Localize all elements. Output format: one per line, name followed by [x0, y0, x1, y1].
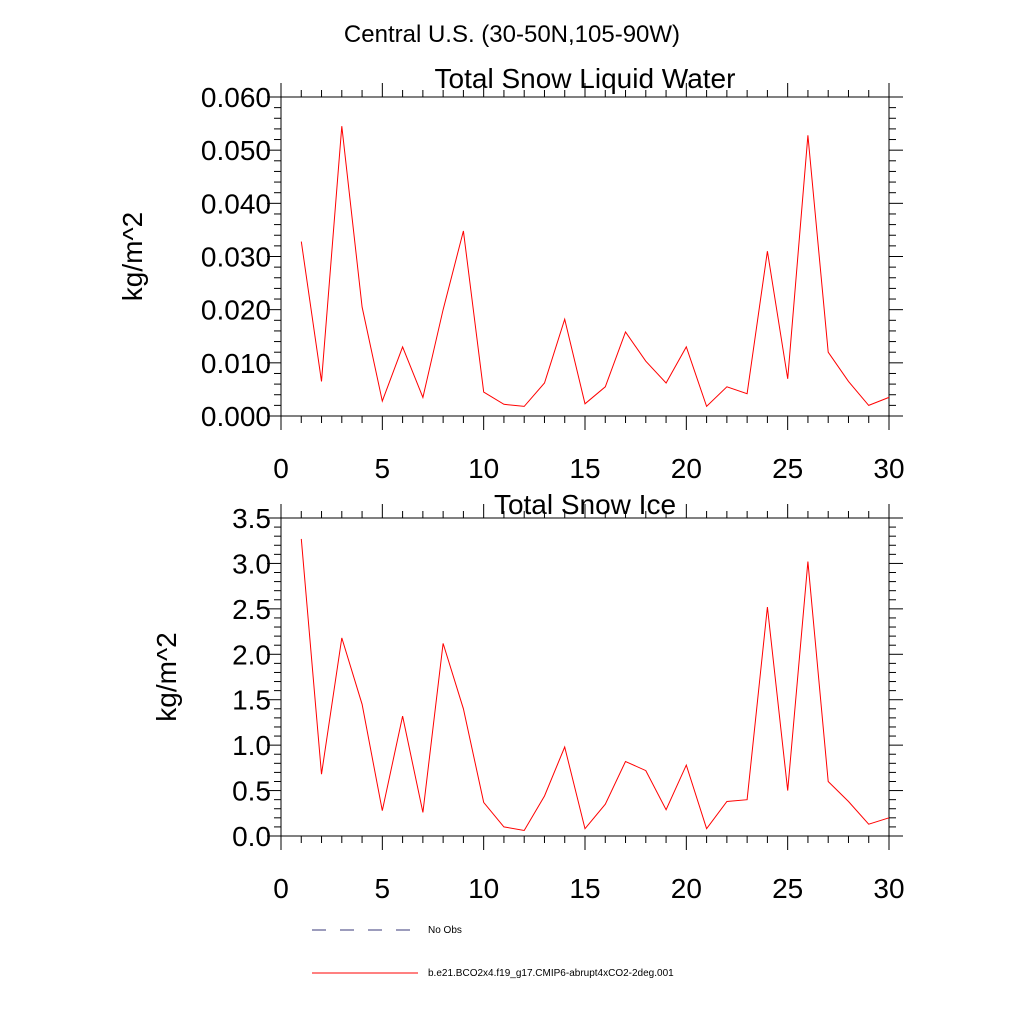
x-tick-label: 0 [273, 453, 289, 484]
x-tick-label: 30 [873, 873, 904, 904]
series-line [300, 538, 890, 832]
legend-label-model-run: b.e21.BCO2x4.f19_g17.CMIP6-abrupt4xCO2-2… [428, 968, 674, 979]
x-tick-label: 0 [273, 873, 289, 904]
y-tick-label: 0.0 [232, 821, 271, 852]
y-tick-label: 0.030 [201, 242, 271, 273]
y-tick-label: 1.0 [232, 730, 271, 761]
x-tick-label: 5 [375, 873, 391, 904]
y-tick-label: 0.010 [201, 348, 271, 379]
y-tick-label: 0.050 [201, 135, 271, 166]
x-tick-label: 15 [569, 873, 600, 904]
figure-main-title: Central U.S. (30-50N,105-90W) [344, 21, 680, 48]
y-tick-label: 0.040 [201, 188, 271, 219]
x-tick-label: 30 [873, 453, 904, 484]
x-tick-label: 10 [468, 873, 499, 904]
x-tick-label: 5 [375, 453, 391, 484]
x-tick-label: 10 [468, 453, 499, 484]
y-tick-label: 3.0 [232, 548, 271, 579]
x-tick-label: 25 [772, 453, 803, 484]
y-tick-label: 2.5 [232, 594, 271, 625]
y-tick-label: 3.5 [232, 503, 271, 534]
y-tick-label: 0.5 [232, 776, 271, 807]
y-tick-label: 0.000 [201, 401, 271, 432]
x-tick-label: 15 [569, 453, 600, 484]
y-axis-label: kg/m^2 [151, 632, 182, 721]
y-axis-label: kg/m^2 [117, 212, 148, 301]
x-tick-label: 25 [772, 873, 803, 904]
y-tick-label: 0.060 [201, 82, 271, 113]
y-tick-label: 2.0 [232, 639, 271, 670]
series-line [300, 126, 890, 408]
x-tick-label: 20 [671, 873, 702, 904]
x-tick-label: 20 [671, 453, 702, 484]
y-tick-label: 1.5 [232, 685, 271, 716]
y-tick-label: 0.020 [201, 295, 271, 326]
legend-label-no-obs: No Obs [428, 925, 462, 936]
legend: No Obs b.e21.BCO2x4.f19_g17.CMIP6-abrupt… [312, 925, 674, 979]
